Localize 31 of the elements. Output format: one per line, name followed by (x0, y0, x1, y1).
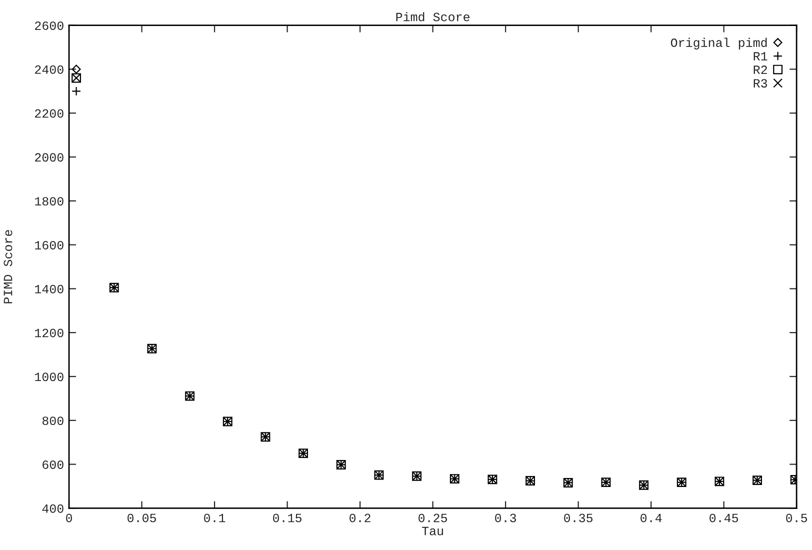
y-tick-label: 600 (42, 460, 64, 469)
y-tick-label: 1400 (35, 284, 64, 294)
x-tick-label: 0.15 (273, 514, 302, 522)
x-tick-label: 0.4 (640, 514, 662, 522)
x-tick-label: 0.1 (204, 514, 226, 522)
chart-title: Pimd Score (396, 12, 470, 22)
point (72, 64, 81, 74)
x-tick-label: 0 (66, 514, 72, 522)
x-tick-label: 0.35 (564, 514, 593, 522)
legend-label: Original pimd (670, 38, 767, 50)
x-tick-label: 0.05 (128, 514, 156, 522)
legend-label: R2 (754, 66, 767, 74)
y-tick-label: 2400 (35, 65, 64, 74)
y-tick-label: 1200 (35, 328, 64, 338)
x-tick-label: 0.3 (495, 514, 516, 522)
y-tick-label: 400 (42, 504, 64, 513)
y-tick-label: 800 (42, 416, 64, 426)
x-tick-label: 0.2 (350, 514, 370, 522)
y-tick-label: 1000 (35, 372, 64, 382)
x-tick-label: 0.45 (710, 514, 738, 522)
y-axis-title: PIMD Score (4, 230, 12, 304)
legend-label: R3 (754, 79, 768, 88)
x-tick-label: 0.25 (418, 514, 448, 522)
y-tick-label: 1800 (35, 197, 64, 206)
y-tick-label: 1600 (35, 240, 64, 250)
y-tick-label: 2000 (35, 153, 64, 162)
x-tick-label: 0.5 (786, 514, 808, 522)
y-tick-label: 2600 (35, 21, 64, 30)
x-axis-title: Tau (422, 526, 443, 536)
legend-label: R1 (754, 52, 768, 60)
y-tick-label: 2200 (35, 109, 64, 118)
